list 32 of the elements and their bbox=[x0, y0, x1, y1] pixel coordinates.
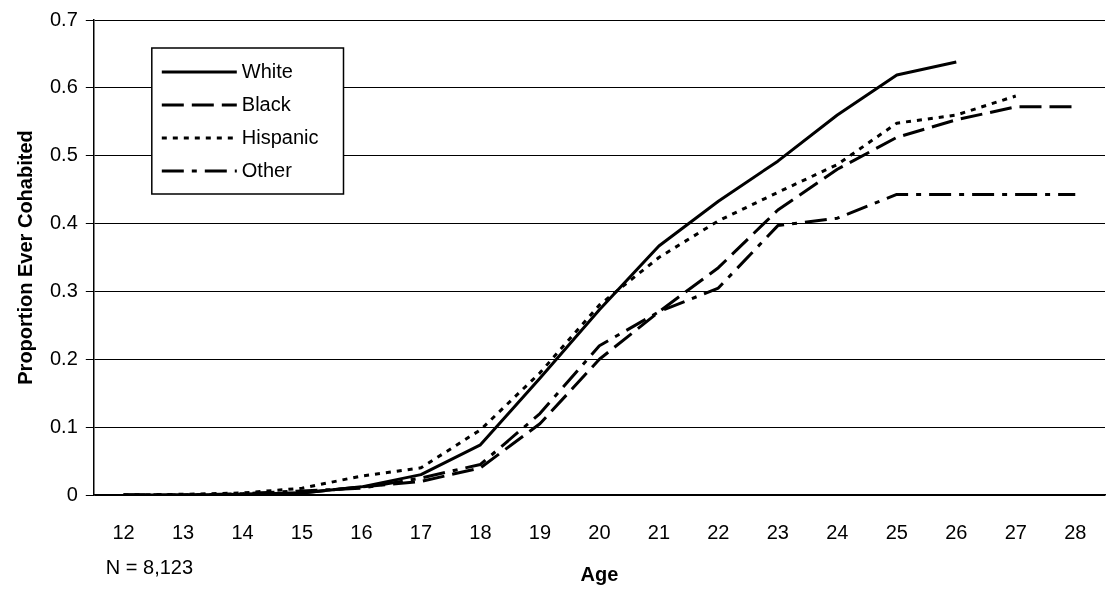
x-tick-label: 14 bbox=[231, 520, 254, 543]
y-tick-label: 0.7 bbox=[49, 7, 78, 30]
legend-label: White bbox=[241, 59, 293, 82]
x-tick-label: 26 bbox=[945, 520, 968, 543]
legend-label: Other bbox=[241, 158, 293, 181]
x-tick-label: 13 bbox=[171, 520, 195, 543]
y-tick-label: 0 bbox=[66, 482, 78, 505]
y-tick-label: 0.3 bbox=[49, 278, 78, 301]
x-tick-label: 15 bbox=[290, 520, 314, 543]
x-tick-label: 27 bbox=[1004, 520, 1027, 543]
x-tick-label: 25 bbox=[885, 520, 908, 543]
x-tick-label: 28 bbox=[1064, 520, 1087, 543]
x-tick-label: 21 bbox=[647, 520, 671, 543]
x-tick-label: 17 bbox=[409, 520, 433, 543]
x-tick-label: 23 bbox=[766, 520, 789, 543]
x-tick-label: 18 bbox=[469, 520, 492, 543]
x-tick-label: 24 bbox=[826, 520, 849, 543]
y-tick-label: 0.6 bbox=[49, 75, 78, 98]
y-axis-title: Proportion Ever Cohabited bbox=[13, 130, 36, 385]
y-tick-label: 0.4 bbox=[49, 211, 78, 234]
x-tick-label: 20 bbox=[588, 520, 611, 543]
legend-label: Black bbox=[241, 92, 292, 115]
y-tick-label: 0.1 bbox=[49, 414, 78, 437]
x-tick-label: 19 bbox=[528, 520, 552, 543]
legend-label: Hispanic bbox=[241, 125, 319, 148]
x-tick-label: 12 bbox=[112, 520, 135, 543]
y-tick-label: 0.2 bbox=[49, 346, 78, 369]
x-tick-label: 16 bbox=[350, 520, 373, 543]
text: N = 8,123 bbox=[105, 555, 194, 578]
x-tick-label: 22 bbox=[707, 520, 730, 543]
y-tick-label: 0.5 bbox=[49, 143, 78, 166]
x-axis-title: Age bbox=[580, 562, 619, 585]
